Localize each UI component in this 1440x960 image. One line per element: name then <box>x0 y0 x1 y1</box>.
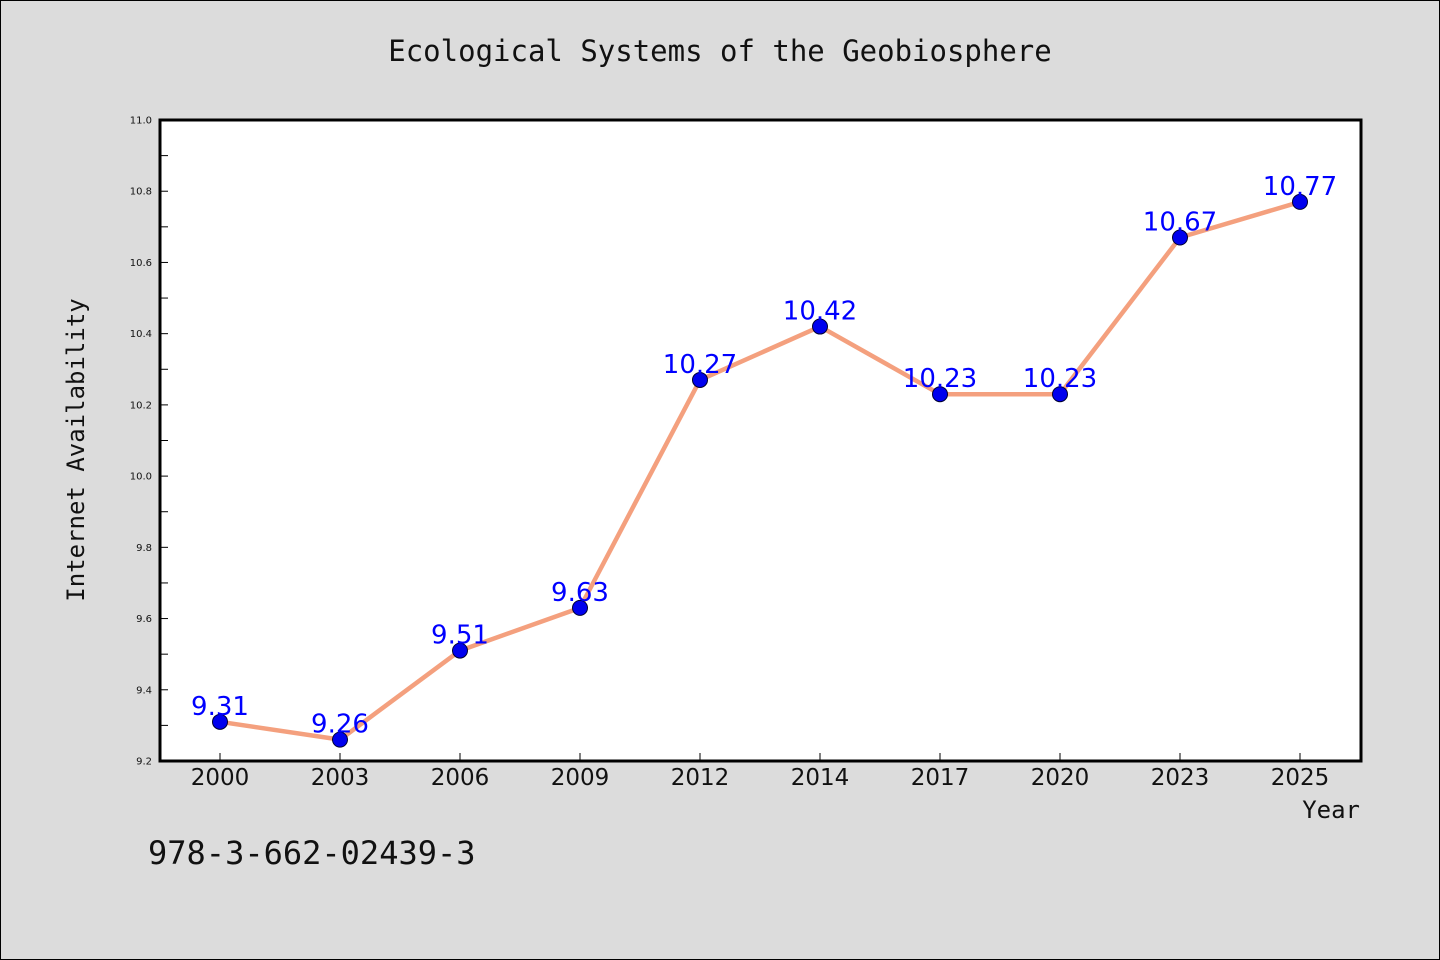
y-tick-label: 9.8 <box>136 543 152 554</box>
data-point <box>452 642 468 659</box>
data-point <box>932 386 948 403</box>
y-tick-label: 10.6 <box>130 258 152 269</box>
data-point <box>1172 229 1188 246</box>
x-tick-label: 2017 <box>911 765 970 791</box>
y-tick-label: 9.4 <box>136 685 152 696</box>
x-axis-ticks: 2000 2003 2006 2009 2012 2014 2017 2020 2023 2025 <box>191 753 1330 791</box>
chart-title: Ecological Systems of the Geobiosphere <box>388 34 1052 68</box>
data-label: 10.23 <box>903 364 977 394</box>
data-markers <box>212 193 1308 748</box>
data-label: 9.26 <box>311 710 369 740</box>
data-label: 10.23 <box>1023 364 1097 394</box>
data-point <box>1292 193 1308 210</box>
x-tick-label: 2009 <box>551 765 610 791</box>
data-point <box>692 371 708 388</box>
x-tick-label: 2000 <box>191 765 250 791</box>
y-tick-label: 11.0 <box>130 116 152 127</box>
x-tick-label: 2003 <box>311 765 370 791</box>
data-label: 10.77 <box>1263 172 1337 202</box>
x-tick-label: 2006 <box>431 765 490 791</box>
x-tick-label: 2025 <box>1271 765 1330 791</box>
x-tick-label: 2023 <box>1151 765 1210 791</box>
y-tick-label: 10.4 <box>130 329 152 340</box>
data-labels: 9.31 9.26 9.51 9.63 10.27 10.42 10.23 10.23 10.6… <box>191 172 1337 740</box>
data-label: 9.63 <box>551 578 609 608</box>
data-label: 10.27 <box>663 350 737 380</box>
y-axis-ticks: 9.2 9.4 9.6 9.8 10.0 10.2 10.4 10.6 10.8 11.0 <box>130 116 168 768</box>
plot-area <box>158 118 1363 763</box>
data-label: 10.42 <box>783 297 857 327</box>
x-tick-label: 2020 <box>1031 765 1090 791</box>
data-label: 10.67 <box>1143 208 1217 238</box>
x-tick-label: 2012 <box>671 765 730 791</box>
y-axis-label: Internet Availability <box>62 298 90 602</box>
y-tick-label: 10.8 <box>130 187 152 198</box>
data-point <box>332 731 348 748</box>
data-label: 9.31 <box>191 692 249 722</box>
data-point <box>212 713 228 730</box>
data-point <box>1052 386 1068 403</box>
data-point <box>572 599 588 616</box>
data-point <box>812 318 828 335</box>
y-tick-label: 9.6 <box>136 614 152 625</box>
data-label: 9.51 <box>431 621 489 651</box>
x-axis-label: Year <box>1302 796 1360 824</box>
isbn-text: 978-3-662-02439-3 <box>148 834 476 872</box>
series-line <box>219 199 1301 742</box>
y-tick-label: 10.2 <box>130 400 152 411</box>
x-tick-label: 2014 <box>791 765 850 791</box>
y-tick-label: 10.0 <box>130 472 152 483</box>
series-line-group <box>219 199 1301 742</box>
y-tick-label: 9.2 <box>136 757 152 768</box>
